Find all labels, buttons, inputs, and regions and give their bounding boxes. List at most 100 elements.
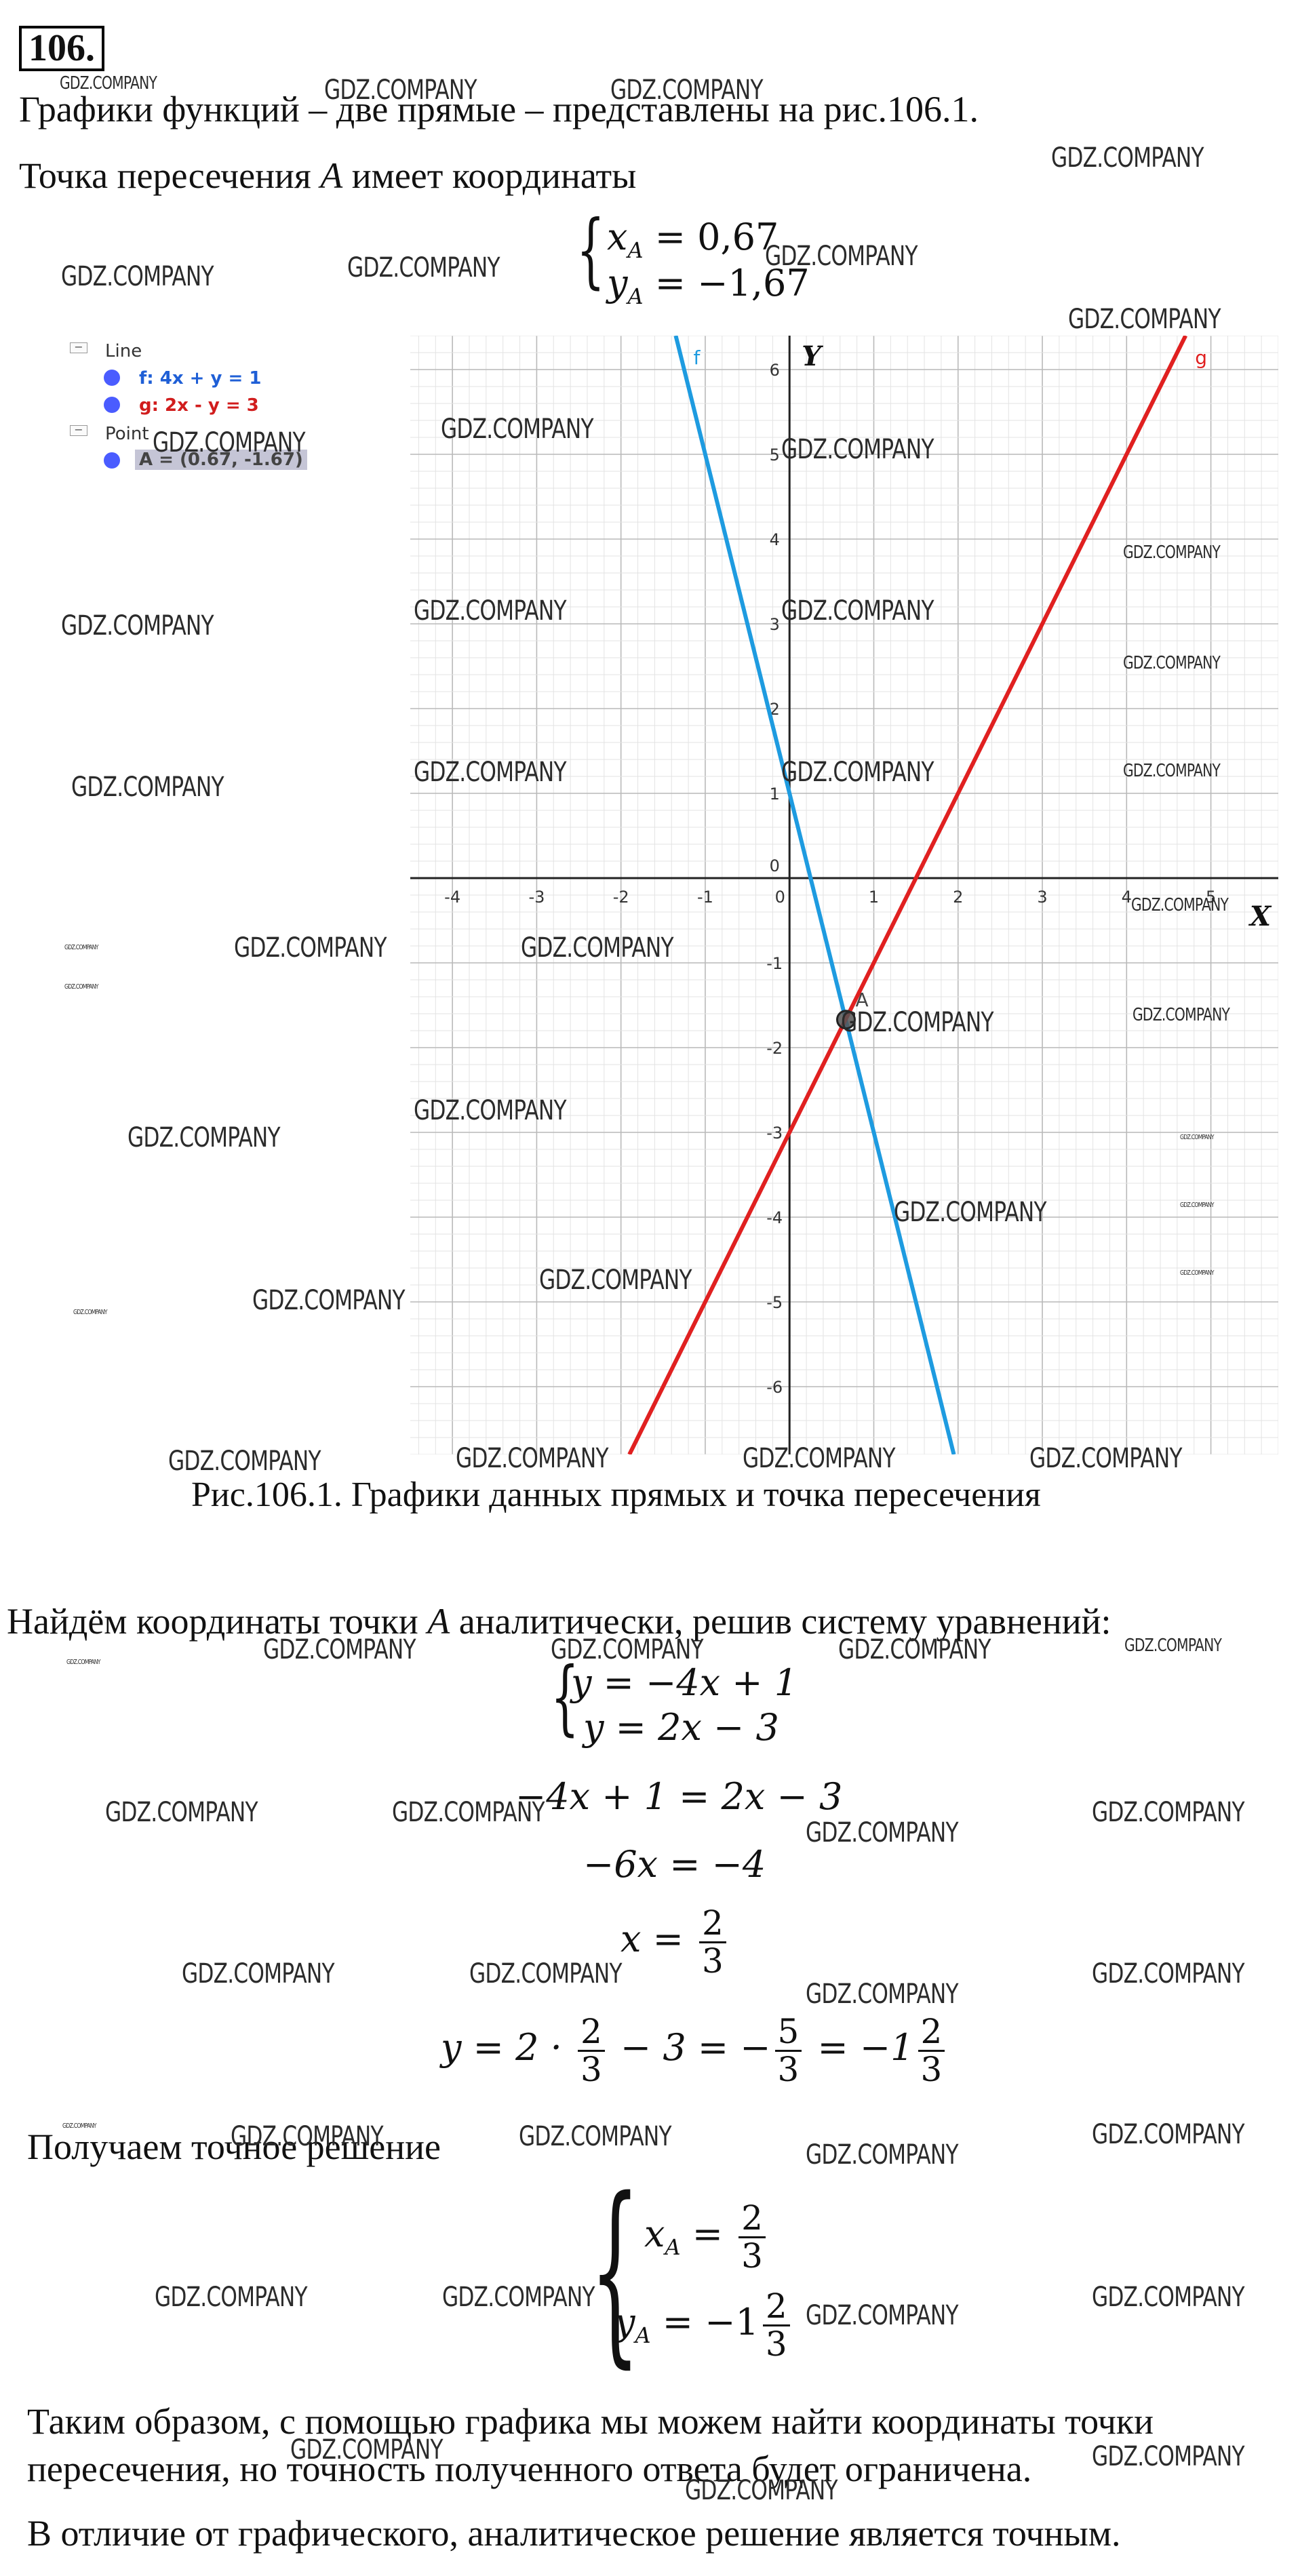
analytic-intro-before: Найдём координаты точки: [7, 1601, 428, 1642]
watermark: GDZ.COMPANY: [127, 1122, 281, 1153]
watermark: GDZ.COMPANY: [781, 434, 934, 465]
watermark: GDZ.COMPANY: [519, 2121, 672, 2152]
y-tick-label: 0: [770, 856, 780, 875]
conclusion-line-1: Таким образом, с помощью графика мы може…: [27, 2401, 1154, 2442]
watermark: GDZ.COMPANY: [1092, 1797, 1245, 1828]
watermark: GDZ.COMPANY: [1180, 1269, 1215, 1277]
legend-g-label: g: 2x - y = 3: [139, 395, 259, 416]
frac-den: 3: [738, 2236, 766, 2274]
watermark: GDZ.COMPANY: [806, 1979, 959, 2010]
approx-brace: {: [576, 203, 605, 298]
watermark: GDZ.COMPANY: [155, 2282, 308, 2313]
watermark: GDZ.COMPANY: [414, 757, 567, 788]
step-4-eq: = −1: [806, 2026, 914, 2069]
watermark: GDZ.COMPANY: [1092, 1958, 1245, 1989]
watermark: GDZ.COMPANY: [1124, 1636, 1222, 1656]
watermark: GDZ.COMPANY: [1029, 1443, 1183, 1474]
watermark: GDZ.COMPANY: [392, 1797, 545, 1828]
watermark: GDZ.COMPANY: [456, 1443, 609, 1474]
frac-num: 5: [777, 2012, 800, 2051]
watermark: GDZ.COMPANY: [685, 2475, 838, 2506]
watermark: GDZ.COMPANY: [324, 75, 477, 106]
watermark: GDZ.COMPANY: [61, 261, 214, 292]
watermark: GDZ.COMPANY: [290, 2434, 444, 2465]
watermark: GDZ.COMPANY: [60, 73, 157, 94]
step-1: −4x + 1 = 2x − 3: [515, 1775, 843, 1818]
watermark: GDZ.COMPANY: [781, 757, 934, 788]
approx-y-var: y: [607, 262, 628, 304]
intersection-point-A: [835, 1010, 856, 1030]
watermark: GDZ.COMPANY: [521, 932, 674, 964]
series-line-f: [673, 336, 956, 1454]
x-tick-label: 1: [869, 888, 879, 907]
system-brace: {: [551, 1650, 579, 1745]
watermark: GDZ.COMPANY: [1092, 2441, 1245, 2472]
watermark: GDZ.COMPANY: [441, 414, 594, 445]
x-axis-label: X: [1248, 900, 1272, 932]
watermark: GDZ.COMPANY: [551, 1634, 704, 1665]
exact-x-sub: A: [665, 2234, 681, 2260]
watermark: GDZ.COMPANY: [781, 595, 934, 627]
frac-num: 2: [580, 2012, 602, 2051]
approx-x-sub: A: [627, 237, 644, 263]
watermark: GDZ.COMPANY: [414, 595, 567, 627]
approx-y-row: yA = −1,67: [607, 262, 810, 309]
x-tick-label: -3: [528, 888, 545, 907]
watermark: GDZ.COMPANY: [231, 2121, 384, 2152]
x-tick-label: -1: [697, 888, 713, 907]
frac-den: 3: [774, 2049, 802, 2088]
frac-num: 2: [920, 2012, 943, 2051]
y-axis-label: Y: [802, 340, 823, 372]
frac-den: 3: [762, 2324, 790, 2362]
x-tick-label: 0: [775, 888, 785, 907]
approx-y-val: = −1,67: [643, 262, 810, 304]
exact-x-var: x: [644, 2213, 665, 2255]
approx-x-row: xA = 0,67: [607, 216, 779, 263]
collapse-point-icon[interactable]: −: [70, 424, 87, 436]
y-tick-label: 4: [770, 530, 780, 549]
problem-number: 106.: [19, 26, 104, 71]
watermark: GDZ.COMPANY: [263, 1634, 416, 1665]
system-eq-2: y = 2x − 3: [583, 1706, 779, 1749]
y-tick-label: -1: [766, 954, 783, 973]
approx-system: { xA = 0,67 yA = −1,67: [576, 210, 861, 317]
f-visibility-dot-icon[interactable]: [104, 370, 120, 386]
watermark: GDZ.COMPANY: [1132, 1005, 1230, 1025]
x-tick-label: -4: [444, 888, 460, 907]
y-tick-label: 3: [770, 615, 780, 634]
watermark: GDZ.COMPANY: [442, 2282, 595, 2313]
series-label-g: g: [1195, 346, 1207, 369]
legend-a-label: A = (0.67, -1.67): [135, 450, 307, 470]
x-tick-label: 3: [1037, 888, 1047, 907]
watermark: GDZ.COMPANY: [1123, 542, 1221, 563]
g-visibility-dot-icon[interactable]: [104, 397, 120, 413]
analytic-intro-var: A: [427, 1601, 450, 1642]
watermark: GDZ.COMPANY: [1092, 2282, 1245, 2313]
x-tick-label: 2: [953, 888, 963, 907]
watermark: GDZ.COMPANY: [347, 252, 500, 283]
exact-intro: Получаем точное решение: [27, 2126, 441, 2167]
step-4-mid: − 3 = −: [608, 2026, 771, 2069]
intro-line-1: Графики функций – две прямые – представл…: [19, 89, 979, 130]
frac-den: 3: [577, 2049, 605, 2088]
watermark: GDZ.COMPANY: [806, 2300, 959, 2331]
intro-line-2-before: Точка пересечения: [19, 155, 321, 196]
watermark: GDZ.COMPANY: [743, 1443, 896, 1474]
exact-y-row: yA = −1 2 3: [614, 2288, 794, 2362]
y-tick-label: -3: [766, 1124, 783, 1143]
watermark: GDZ.COMPANY: [234, 932, 387, 964]
watermark: GDZ.COMPANY: [806, 2139, 959, 2171]
function-graph: -4 -3 -2 -1 0 1 2 3 4 5 -6 -5 -4 -3 -2 -1 0 1 2 3 4 5 6 X Yf g A: [410, 336, 1278, 1454]
a-visibility-dot-icon[interactable]: [104, 452, 120, 469]
watermark: GDZ.COMPANY: [1180, 1202, 1215, 1209]
approx-x-val: = 0,67: [643, 216, 779, 258]
collapse-line-icon[interactable]: −: [70, 342, 87, 353]
watermark: GDZ.COMPANY: [469, 1958, 623, 1989]
figure-caption: Рис.106.1. Графики данных прямых и точка…: [191, 1475, 1041, 1514]
watermark: GDZ.COMPANY: [71, 772, 224, 803]
